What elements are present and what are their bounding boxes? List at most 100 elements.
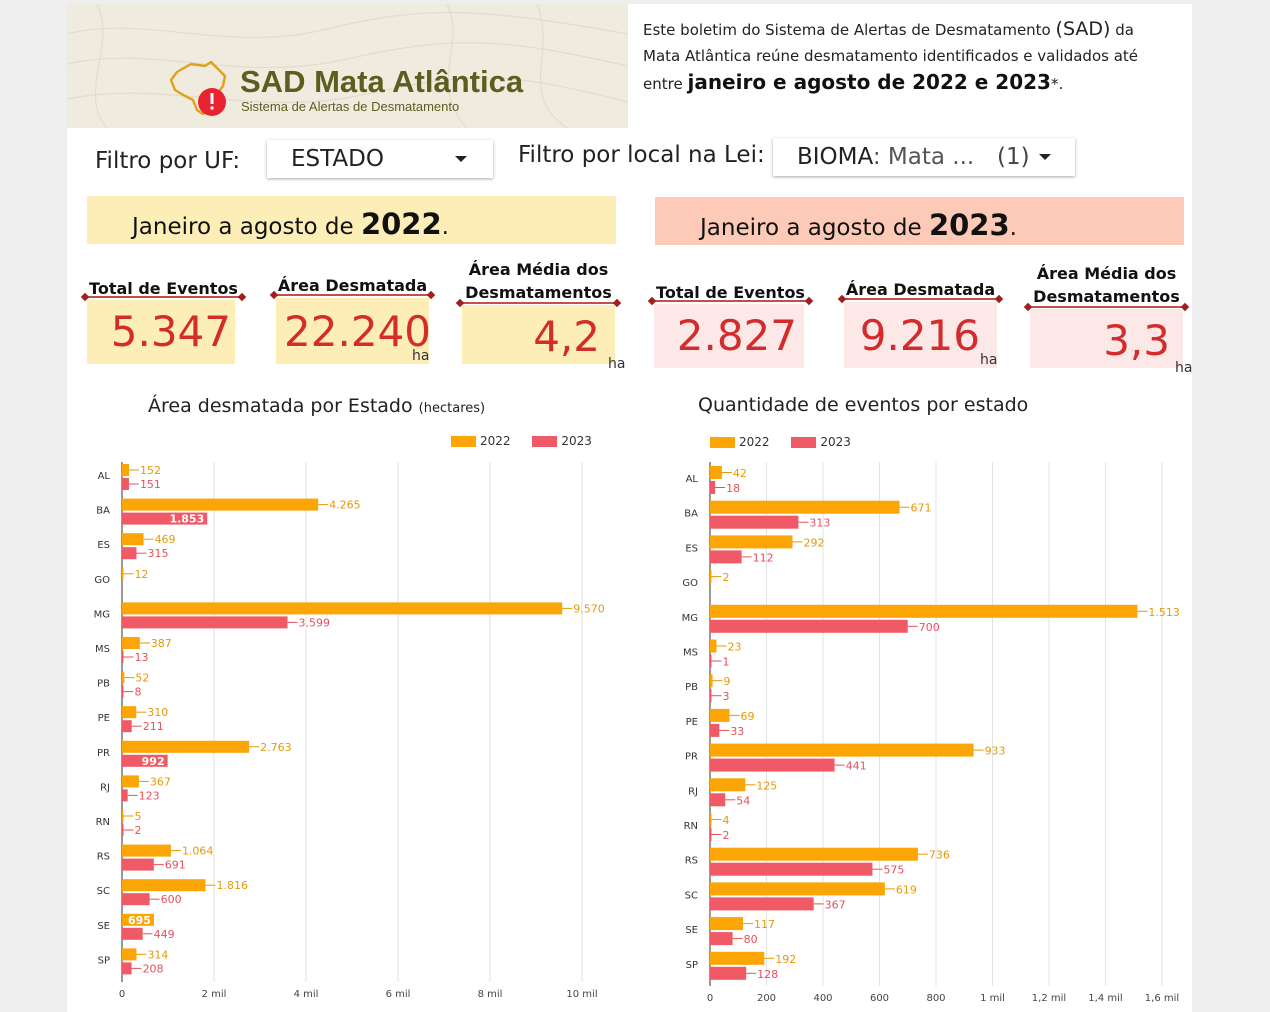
bar-2023-SC[interactable] (122, 893, 150, 906)
bar-2023-PE[interactable] (122, 720, 132, 733)
bar-2023-PR[interactable] (710, 758, 835, 772)
bar-2022-BA[interactable] (710, 500, 900, 514)
category-label: RS (97, 852, 110, 863)
uf-filter-dropdown[interactable]: ESTADO (267, 140, 493, 178)
bar-2022-PB[interactable] (710, 674, 713, 688)
bar-2023-RJ[interactable] (122, 789, 128, 802)
category-label: MG (682, 613, 698, 624)
category-label: PR (685, 752, 698, 763)
bar-2023-SC[interactable] (710, 897, 814, 911)
bar-2023-SE[interactable] (710, 932, 733, 946)
data-label: 736 (929, 849, 950, 862)
bar-2022-PE[interactable] (710, 708, 730, 722)
x-tick-label: 8 mil (478, 989, 503, 1000)
bar-2023-MG[interactable] (710, 619, 908, 633)
bar-2023-AL[interactable] (710, 481, 716, 494)
bar-2022-MG[interactable] (122, 602, 563, 615)
category-label: BA (684, 509, 698, 520)
bar-2022-MG[interactable] (710, 604, 1138, 618)
area-2023-divider (842, 298, 999, 300)
bar-2023-BA[interactable] (710, 515, 799, 529)
bar-2023-ES[interactable] (710, 550, 742, 564)
bar-2023-RN[interactable] (710, 828, 712, 841)
bar-2023-BA[interactable] (122, 512, 208, 525)
bar-2023-MS[interactable] (710, 654, 712, 668)
bar-2022-PR[interactable] (122, 740, 250, 753)
bar-2023-SE[interactable] (122, 927, 143, 940)
bar-2023-RS[interactable] (710, 862, 873, 876)
bar-2023-SP[interactable] (710, 966, 747, 980)
events-by-state-chart: 0 200 400 600 800 1 mil 1,2 mil 1,4 mil 1,6 mil A… (682, 462, 1180, 1004)
data-label: 575 (883, 864, 904, 877)
bar-2022-GO[interactable] (122, 567, 124, 580)
category-label: ES (97, 540, 110, 551)
area-2023-box (844, 302, 997, 368)
bar-2022-BA[interactable] (122, 498, 319, 511)
bar-2023-RS[interactable] (122, 858, 154, 871)
events-2023-divider (652, 300, 809, 302)
local-filter-label: Filtro por local na Lei: (518, 142, 765, 168)
bar-2023-AL[interactable] (122, 478, 129, 490)
data-label: 112 (753, 551, 774, 564)
area-2022-unit: ha (412, 348, 430, 364)
intro-line1-end: da (1115, 21, 1134, 39)
category-label: PB (97, 679, 110, 690)
bar-2023-MS[interactable] (122, 651, 124, 663)
bar-2023-PB[interactable] (122, 685, 124, 698)
data-label: 3 (723, 690, 730, 703)
brazil-alert-icon (169, 60, 227, 116)
report-page: SAD Mata Atlântica Sistema de Alertas de… (67, 4, 1192, 1012)
category-label: SC (97, 886, 110, 897)
intro-line1: Este boletim do Sistema de Alertas de De… (643, 21, 1051, 39)
bar-2022-SP[interactable] (710, 951, 765, 965)
bar-2022-RS[interactable] (122, 844, 171, 857)
bar-2023-ES[interactable] (122, 547, 137, 560)
bar-2023-MG[interactable] (122, 616, 288, 629)
x-tick-label: 1 mil (980, 993, 1005, 1004)
bar-2022-PB[interactable] (122, 671, 125, 684)
data-label: 42 (733, 467, 747, 480)
bar-2022-PR[interactable] (710, 743, 974, 757)
bar-2023-SP[interactable] (122, 962, 132, 975)
bar-2022-SC[interactable] (122, 879, 206, 892)
category-label: SE (97, 921, 110, 932)
bar-2023-RJ[interactable] (710, 793, 726, 807)
category-label: MG (94, 609, 110, 620)
category-label: MS (95, 644, 110, 655)
bar-2022-RN[interactable] (122, 810, 124, 822)
area-chart-title-text: Área desmatada por Estado (148, 395, 413, 417)
bar-2022-SE[interactable] (710, 917, 744, 931)
bar-2022-GO[interactable] (710, 570, 712, 584)
data-label: 671 (911, 502, 932, 515)
category-label: PE (98, 713, 110, 724)
bar-2022-SP[interactable] (122, 948, 137, 961)
bar-2022-MS[interactable] (710, 639, 717, 653)
bar-2022-RJ[interactable] (122, 775, 139, 788)
bar-2022-AL[interactable] (710, 466, 722, 479)
bar-2022-PE[interactable] (122, 706, 137, 719)
data-label: 933 (985, 745, 1006, 758)
x-tick-label: 4 mil (294, 989, 319, 1000)
bar-2022-SC[interactable] (710, 882, 885, 896)
uf-filter-value: ESTADO (291, 146, 384, 172)
bar-2022-ES[interactable] (710, 535, 793, 549)
bar-2023-PR[interactable] (122, 754, 168, 767)
bar-2022-SE[interactable] (122, 913, 154, 926)
bar-2022-AL[interactable] (122, 464, 129, 476)
category-label: GO (682, 578, 698, 589)
bar-2023-RN[interactable] (122, 824, 124, 836)
bar-2022-RS[interactable] (710, 847, 918, 861)
local-filter-dropdown[interactable]: BIOMA: Mata ... (1) (773, 138, 1075, 176)
data-label: 5 (135, 810, 142, 823)
bar-2023-PB[interactable] (710, 689, 712, 703)
data-label: 1.064 (182, 845, 214, 858)
bar-2022-ES[interactable] (122, 533, 144, 546)
intro-text: Este boletim do Sistema de Alertas de De… (643, 16, 1163, 97)
bar-2023-PE[interactable] (710, 723, 720, 737)
bar-2022-MS[interactable] (122, 637, 140, 649)
bar-2022-RJ[interactable] (710, 778, 746, 792)
data-label: 211 (143, 720, 164, 733)
x-tick-label: 600 (870, 993, 889, 1004)
bar-2022-RN[interactable] (710, 813, 712, 826)
data-label: 314 (147, 948, 168, 961)
